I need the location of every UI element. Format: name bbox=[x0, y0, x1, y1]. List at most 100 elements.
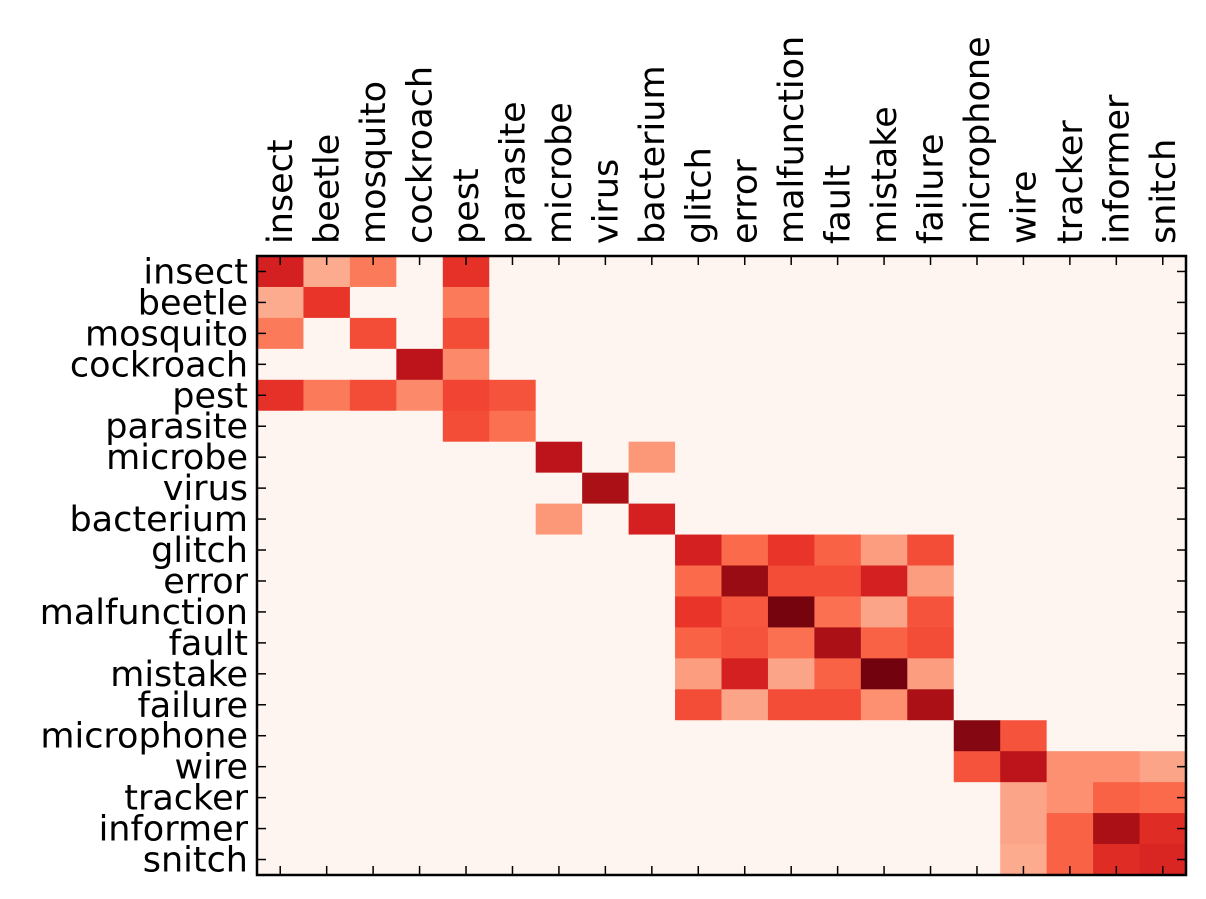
heatmap-cell-wire-failure bbox=[907, 751, 955, 783]
heatmap-cell-parasite-glitch bbox=[675, 410, 723, 443]
heatmap-cell-microbe-tracker bbox=[1046, 441, 1094, 474]
heatmap-cell-malfunction-parasite bbox=[489, 596, 537, 628]
heatmap-cell-failure-microphone bbox=[953, 689, 1001, 721]
heatmap-cell-wire-fault bbox=[814, 751, 862, 783]
heatmap-cell-beetle-fault bbox=[814, 286, 862, 319]
heatmap-cell-cockroach-pest bbox=[442, 348, 490, 381]
heatmap-cell-cockroach-malfunction bbox=[767, 348, 815, 381]
heatmap-cell-beetle-error bbox=[721, 286, 769, 319]
heatmap-cell-cockroach-fault bbox=[814, 348, 862, 381]
x-tick-label: error bbox=[726, 159, 766, 244]
heatmap-cell-microbe-beetle bbox=[303, 441, 351, 474]
heatmap-cell-tracker-microbe bbox=[535, 782, 583, 814]
heatmap-cell-pest-tracker bbox=[1046, 379, 1094, 412]
heatmap-cell-malfunction-tracker bbox=[1046, 596, 1094, 628]
heatmap-cell-pest-microphone bbox=[953, 379, 1001, 412]
heatmap-cell-mosquito-informer bbox=[1093, 317, 1141, 350]
heatmap-cell-error-virus bbox=[582, 565, 630, 598]
heatmap-cell-microphone-microphone bbox=[953, 720, 1001, 752]
heatmap-cell-pest-microbe bbox=[535, 379, 583, 412]
y-tick-label: microphone bbox=[40, 717, 248, 757]
heatmap-cell-mistake-tracker bbox=[1046, 658, 1094, 690]
heatmap-cell-fault-malfunction bbox=[767, 627, 815, 659]
heatmap-cell-error-tracker bbox=[1046, 565, 1094, 598]
heatmap-cell-wire-bacterium bbox=[628, 751, 676, 783]
heatmap-cell-microphone-beetle bbox=[303, 720, 351, 752]
heatmap-cell-glitch-microphone bbox=[953, 534, 1001, 567]
y-tick-labels: insectbeetlemosquitocockroachpestparasit… bbox=[40, 252, 249, 880]
heatmap-cell-pest-cockroach bbox=[396, 379, 444, 412]
heatmap-cell-microbe-microbe bbox=[535, 441, 583, 474]
heatmap-cell-bacterium-malfunction bbox=[767, 503, 815, 536]
heatmap-cell-cockroach-bacterium bbox=[628, 348, 676, 381]
heatmap-cell-mosquito-tracker bbox=[1046, 317, 1094, 350]
heatmap-cell-fault-glitch bbox=[675, 627, 723, 659]
heatmap-cell-glitch-bacterium bbox=[628, 534, 676, 567]
heatmap-cell-malfunction-error bbox=[721, 596, 769, 628]
heatmap-cell-microphone-parasite bbox=[489, 720, 537, 752]
heatmap-cell-cockroach-glitch bbox=[675, 348, 723, 381]
heatmap-cell-cockroach-wire bbox=[1000, 348, 1048, 381]
heatmap-cell-mistake-parasite bbox=[489, 658, 537, 690]
heatmap-cell-mosquito-mistake bbox=[860, 317, 908, 350]
heatmap-cell-error-microphone bbox=[953, 565, 1001, 598]
x-tick-label: microphone bbox=[958, 36, 998, 244]
heatmap-cell-informer-error bbox=[721, 813, 769, 845]
heatmap-cell-mosquito-parasite bbox=[489, 317, 537, 350]
heatmap-cell-microbe-error bbox=[721, 441, 769, 474]
heatmap-cell-pest-virus bbox=[582, 379, 630, 412]
heatmap-cell-cockroach-mistake bbox=[860, 348, 908, 381]
heatmap-cell-microphone-glitch bbox=[675, 720, 723, 752]
heatmap-cell-bacterium-beetle bbox=[303, 503, 351, 536]
heatmap-cell-failure-bacterium bbox=[628, 689, 676, 721]
x-tick-label: beetle bbox=[308, 134, 348, 244]
heatmap-cell-microphone-error bbox=[721, 720, 769, 752]
heatmap-cell-failure-failure bbox=[907, 689, 955, 721]
x-tick-label: pest bbox=[447, 168, 487, 244]
heatmap-cell-virus-glitch bbox=[675, 472, 723, 505]
heatmap-cell-informer-beetle bbox=[303, 813, 351, 845]
heatmap-cell-bacterium-wire bbox=[1000, 503, 1048, 536]
heatmap-cell-malfunction-wire bbox=[1000, 596, 1048, 628]
heatmap-cell-bacterium-mosquito bbox=[349, 503, 397, 536]
x-tick-label: wire bbox=[1004, 170, 1044, 244]
heatmap-cell-error-malfunction bbox=[767, 565, 815, 598]
y-tick-label: tracker bbox=[124, 779, 248, 819]
y-tick-label: parasite bbox=[105, 407, 248, 447]
heatmap-cell-malfunction-bacterium bbox=[628, 596, 676, 628]
heatmap-cell-tracker-microphone bbox=[953, 782, 1001, 814]
heatmap-cell-wire-mosquito bbox=[349, 751, 397, 783]
heatmap-cell-bacterium-tracker bbox=[1046, 503, 1094, 536]
heatmap-cell-malfunction-malfunction bbox=[767, 596, 815, 628]
heatmap-cell-microbe-pest bbox=[442, 441, 490, 474]
heatmap-cell-failure-parasite bbox=[489, 689, 537, 721]
heatmap-cell-informer-microbe bbox=[535, 813, 583, 845]
heatmap-cell-mistake-bacterium bbox=[628, 658, 676, 690]
y-tick-label: virus bbox=[163, 469, 248, 509]
heatmap-cell-bacterium-fault bbox=[814, 503, 862, 536]
heatmap-cell-microphone-malfunction bbox=[767, 720, 815, 752]
heatmap-cells bbox=[257, 256, 1187, 876]
heatmap-cell-virus-mistake bbox=[860, 472, 908, 505]
x-tick-label: virus bbox=[586, 159, 626, 244]
heatmap-cell-parasite-failure bbox=[907, 410, 955, 443]
y-tick-label: insect bbox=[143, 252, 248, 292]
heatmap-cell-bacterium-cockroach bbox=[396, 503, 444, 536]
heatmap-cell-beetle-tracker bbox=[1046, 286, 1094, 319]
heatmap-cell-tracker-informer bbox=[1093, 782, 1141, 814]
x-tick-label: cockroach bbox=[401, 66, 441, 244]
heatmap-cell-cockroach-beetle bbox=[303, 348, 351, 381]
heatmap-cell-bacterium-error bbox=[721, 503, 769, 536]
heatmap-cell-tracker-beetle bbox=[303, 782, 351, 814]
heatmap-cell-informer-bacterium bbox=[628, 813, 676, 845]
heatmap-cell-failure-informer bbox=[1093, 689, 1141, 721]
heatmap-cell-tracker-parasite bbox=[489, 782, 537, 814]
heatmap-cell-error-mistake bbox=[860, 565, 908, 598]
heatmap-cell-fault-pest bbox=[442, 627, 490, 659]
heatmap-cell-pest-error bbox=[721, 379, 769, 412]
heatmap-cell-tracker-virus bbox=[582, 782, 630, 814]
heatmap-cell-mistake-microphone bbox=[953, 658, 1001, 690]
heatmap-cell-wire-glitch bbox=[675, 751, 723, 783]
heatmap-cell-pest-malfunction bbox=[767, 379, 815, 412]
heatmap-cell-failure-fault bbox=[814, 689, 862, 721]
